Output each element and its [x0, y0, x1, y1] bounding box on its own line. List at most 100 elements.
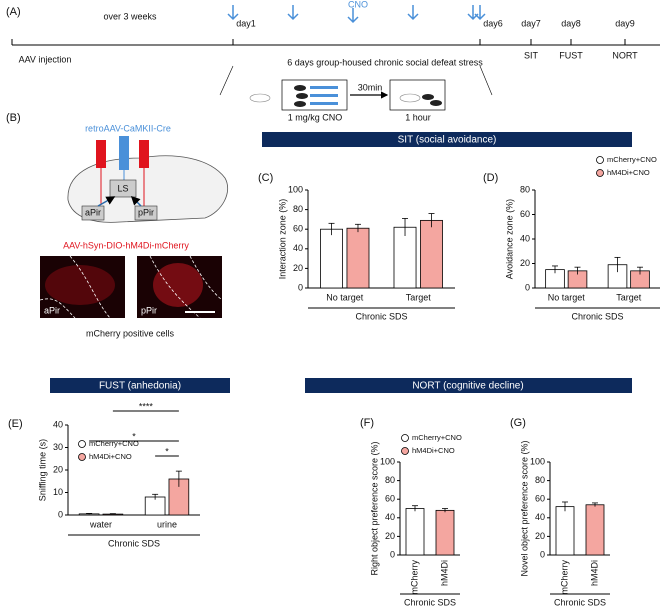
section-banner	[50, 378, 230, 393]
significance-label: *	[165, 446, 169, 456]
test-label: FUST	[559, 50, 583, 60]
y-tick-label: 100	[380, 456, 395, 466]
timeline-label: 30min	[358, 82, 383, 92]
timeline-label: 1 mg/kg CNO	[288, 112, 343, 122]
timeline-label: 1 hour	[405, 112, 431, 122]
bar	[320, 228, 343, 289]
y-axis-label: Avoidance zone (%)	[504, 199, 514, 279]
legend-label: hM4Di+CNO	[89, 452, 132, 461]
y-tick-label: 10	[53, 487, 63, 497]
region-label: pPir	[138, 207, 154, 217]
timeline-label: 6 days group-housed chronic social defea…	[287, 57, 483, 67]
y-tick-label: 0	[525, 282, 530, 292]
bar	[420, 219, 443, 289]
section-banner	[262, 132, 632, 147]
y-tick-label: 40	[293, 243, 303, 253]
y-tick-label: 40	[535, 512, 545, 522]
y-axis-label: Novel object preference score (%)	[519, 440, 529, 576]
significance-label: *	[132, 431, 136, 441]
y-axis-label: Right object preference score (%)	[369, 441, 379, 575]
y-tick-label: 80	[293, 204, 303, 214]
x-axis-label: Chronic SDS	[571, 311, 623, 321]
y-tick-label: 40	[385, 512, 395, 522]
legend-marker	[78, 440, 86, 448]
day-label: day8	[561, 18, 581, 28]
panel-label: (B)	[6, 112, 21, 124]
y-tick-label: 100	[530, 456, 545, 466]
y-tick-label: 20	[385, 531, 395, 541]
x-tick-label: Target	[406, 292, 432, 302]
x-axis-label: Chronic SDS	[355, 311, 407, 321]
y-tick-label: 0	[390, 549, 395, 559]
x-tick-label: No target	[548, 292, 586, 302]
y-tick-label: 20	[53, 464, 63, 474]
panel-label: (G)	[510, 417, 526, 429]
y-tick-label: 80	[520, 184, 530, 194]
timeline	[11, 5, 660, 111]
panel-label: (A)	[6, 6, 21, 18]
panel-label: (E)	[8, 418, 23, 430]
x-tick-label: urine	[157, 519, 177, 529]
bar	[435, 509, 455, 556]
panel-label: (F)	[360, 417, 374, 429]
region-label: aPir	[85, 207, 101, 217]
virus-label: retroAAV-CaMKII-Cre	[85, 123, 171, 133]
bar	[346, 227, 370, 289]
x-tick-label: mCherry	[409, 560, 419, 595]
day-label: day7	[521, 18, 541, 28]
y-tick-label: 40	[53, 419, 63, 429]
panel-label: (C)	[258, 172, 273, 184]
panel-label: (D)	[483, 172, 498, 184]
y-tick-label: 0	[540, 549, 545, 559]
x-tick-label: hM4Di	[439, 560, 449, 586]
y-tick-label: 80	[385, 475, 395, 485]
section-title: NORT (cognitive decline)	[412, 381, 523, 392]
section-title: FUST (anhedonia)	[99, 381, 181, 392]
y-tick-label: 60	[385, 494, 395, 504]
significance-label: ****	[139, 401, 154, 411]
y-tick-label: 80	[535, 475, 545, 485]
y-tick-label: 20	[535, 531, 545, 541]
x-tick-label: mCherry	[559, 560, 569, 595]
day-label: day9	[615, 18, 635, 28]
legend-label: hM4Di+CNO	[412, 446, 455, 455]
section-banner	[305, 378, 632, 393]
legend-marker	[401, 434, 409, 442]
x-tick-label: hM4Di	[589, 560, 599, 586]
section-title: SIT (social avoidance)	[398, 135, 497, 146]
image-label: aPir	[44, 305, 60, 315]
legend-label: mCherry+CNO	[607, 155, 657, 164]
x-tick-label: Target	[616, 292, 642, 302]
y-tick-label: 100	[288, 184, 303, 194]
y-axis-label: Sniffing time (s)	[37, 439, 47, 501]
test-label: NORT	[612, 50, 638, 60]
legend-marker	[401, 447, 409, 455]
x-tick-label: water	[89, 519, 112, 529]
day-label: day6	[483, 18, 503, 28]
legend-label: mCherry+CNO	[89, 439, 139, 448]
x-axis-label: Chronic SDS	[108, 538, 160, 548]
legend-marker	[596, 169, 604, 177]
caption: mCherry positive cells	[86, 328, 175, 338]
bar	[555, 506, 575, 556]
test-label: SIT	[524, 50, 539, 60]
legend-marker	[596, 156, 604, 164]
timeline-label: AAV injection	[19, 54, 72, 64]
legend-marker	[78, 453, 86, 461]
y-tick-label: 20	[293, 263, 303, 273]
bar	[585, 504, 605, 556]
virus-label: AAV-hSyn-DIO-hM4Di-mCherry	[63, 240, 189, 250]
y-tick-label: 40	[520, 233, 530, 243]
y-tick-label: 0	[58, 509, 63, 519]
x-axis-label: Chronic SDS	[554, 597, 606, 607]
timeline-label: CNO	[348, 0, 368, 9]
y-tick-label: 0	[298, 282, 303, 292]
y-tick-label: 60	[535, 494, 545, 504]
x-tick-label: No target	[326, 292, 364, 302]
brain-diagram	[39, 136, 229, 319]
y-tick-label: 20	[520, 258, 530, 268]
legend-label: mCherry+CNO	[412, 433, 462, 442]
legend-label: hM4Di+CNO	[607, 168, 650, 177]
y-tick-label: 30	[53, 442, 63, 452]
image-label: pPir	[141, 305, 157, 315]
